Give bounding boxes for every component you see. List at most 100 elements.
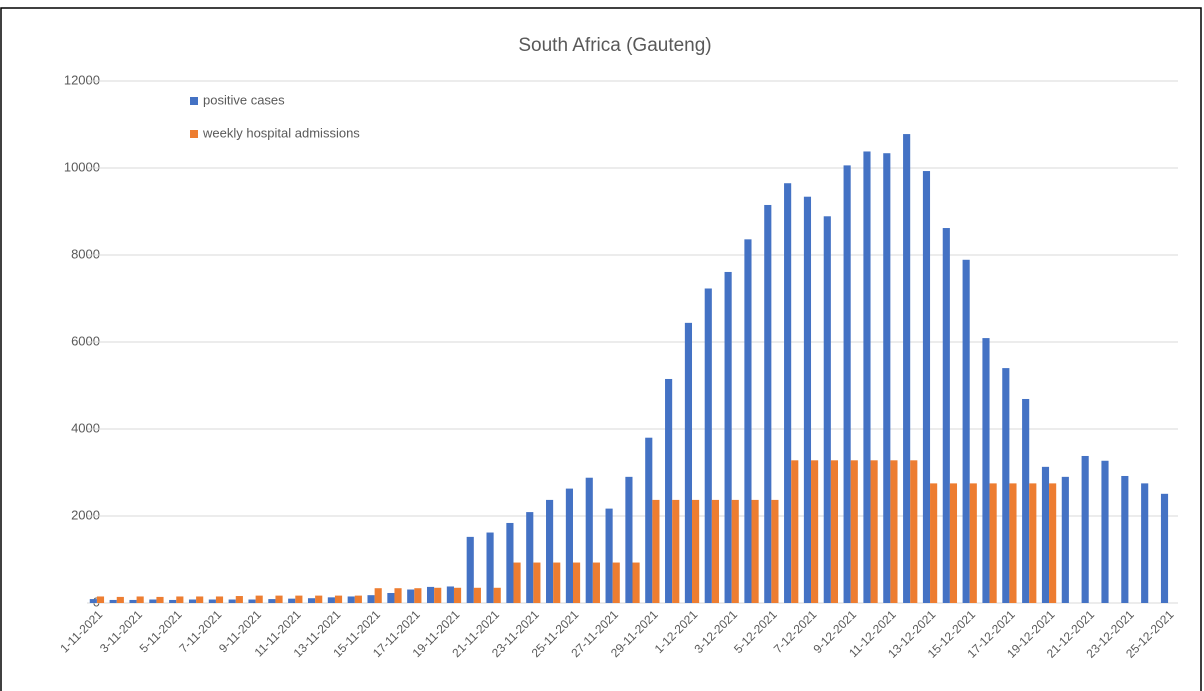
bar [632, 562, 640, 603]
bar [327, 597, 335, 603]
bar [526, 512, 534, 603]
bar [176, 596, 184, 603]
y-tick-label: 12000 [64, 72, 100, 87]
bar [473, 587, 481, 603]
bar [652, 499, 660, 603]
y-tick-label: 6000 [71, 333, 100, 348]
bar [453, 587, 462, 603]
bar [196, 596, 204, 603]
bar [1002, 368, 1010, 603]
chart-frame [0, 7, 1202, 691]
bar [466, 536, 474, 603]
bar [665, 378, 673, 603]
bar [922, 171, 931, 604]
legend-swatch [190, 130, 198, 138]
bar [724, 271, 732, 603]
bar [605, 508, 613, 603]
y-tick-label: 10000 [64, 159, 100, 174]
y-tick-label: 2000 [71, 507, 100, 522]
bar [407, 589, 415, 603]
bar [275, 595, 283, 603]
bar [129, 599, 137, 603]
bar [116, 596, 124, 603]
bar [486, 532, 494, 603]
bar [506, 522, 514, 603]
bar [565, 488, 573, 603]
bar [546, 499, 554, 603]
bar [903, 134, 911, 603]
bar [764, 204, 772, 603]
bar [843, 165, 851, 603]
bar [863, 151, 871, 603]
bar [295, 595, 303, 603]
bar [1041, 466, 1050, 603]
bar [1029, 483, 1037, 603]
bar [823, 216, 831, 603]
bar [387, 592, 395, 603]
bar [96, 596, 105, 603]
bar [188, 599, 197, 603]
bar [1160, 493, 1169, 603]
bar [288, 598, 296, 603]
bar [414, 588, 422, 603]
y-tick-label: 8000 [71, 246, 100, 261]
bar [367, 595, 375, 603]
bar [811, 460, 819, 603]
bar [426, 586, 435, 603]
bar [672, 499, 680, 603]
bar [612, 562, 620, 603]
bar [394, 588, 402, 603]
bar [942, 228, 950, 603]
bar [268, 599, 276, 603]
bar [354, 595, 362, 603]
bar [791, 460, 799, 603]
bar [374, 588, 382, 603]
bar [446, 586, 454, 603]
bar [771, 499, 779, 603]
bar [962, 259, 970, 603]
bar [109, 599, 117, 603]
bar [585, 477, 593, 603]
bar [347, 596, 355, 603]
bar [149, 599, 157, 603]
bar [803, 196, 812, 603]
bar [870, 460, 878, 603]
bar [704, 288, 712, 603]
bar [1101, 460, 1109, 603]
bar [830, 460, 839, 603]
bar [307, 598, 316, 603]
bar [684, 322, 693, 603]
bar [215, 596, 224, 603]
bar [493, 587, 501, 603]
bar [850, 460, 858, 603]
bar [248, 599, 256, 603]
bar [692, 499, 700, 603]
bar [731, 499, 739, 603]
bar [890, 460, 898, 603]
bar [1049, 483, 1057, 603]
bar [1009, 483, 1017, 603]
bar [513, 562, 521, 603]
bar [645, 437, 653, 603]
bar [1141, 483, 1149, 603]
bar [553, 562, 561, 603]
bar [434, 587, 442, 603]
bar [1121, 475, 1129, 603]
legend-label: weekly hospital admissions [202, 125, 360, 140]
bar [883, 153, 891, 603]
bar [592, 562, 600, 603]
bar [235, 596, 243, 603]
bar [228, 599, 236, 603]
bar [255, 595, 263, 603]
bar [208, 599, 216, 603]
legend-label: positive cases [203, 92, 285, 107]
bar [744, 239, 752, 603]
bar [949, 483, 958, 603]
y-tick-label: 4000 [71, 420, 100, 435]
bar [711, 499, 719, 603]
bar [1022, 398, 1030, 603]
bar [136, 596, 144, 603]
bar [982, 338, 990, 603]
bar [533, 562, 541, 603]
